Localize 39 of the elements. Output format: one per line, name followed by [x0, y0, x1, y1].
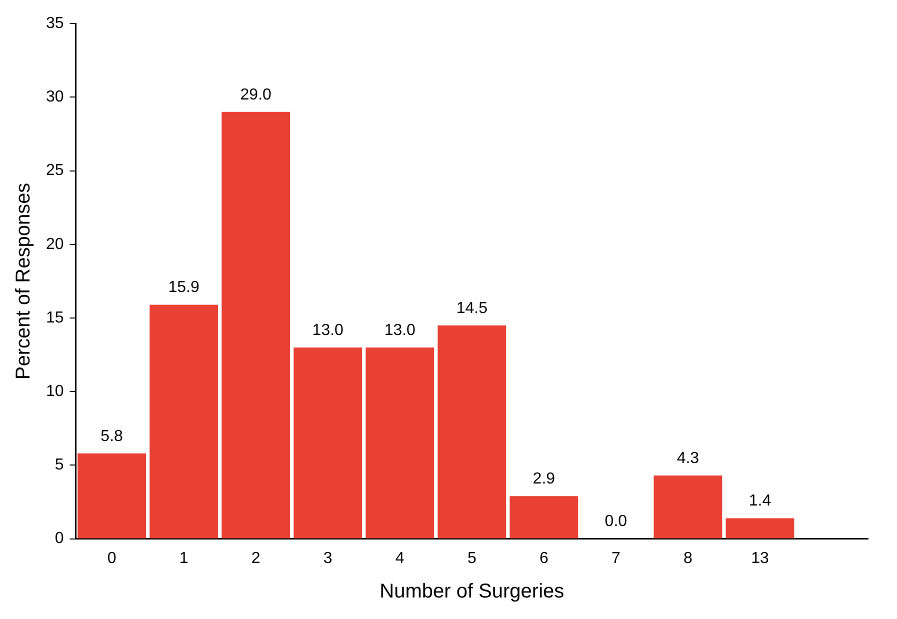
- y-axis-title: Percent of Responses: [12, 182, 35, 380]
- x-axis-title: Number of Surgeries: [380, 580, 564, 603]
- data-label: 13.0: [384, 322, 416, 339]
- bar: [654, 476, 722, 538]
- y-tick-label: 15: [46, 309, 64, 326]
- bar: [726, 518, 794, 538]
- data-label: 1.4: [748, 492, 772, 510]
- y-tick-label: 20: [46, 236, 64, 253]
- data-label: 13.0: [312, 322, 344, 339]
- bar: [78, 453, 146, 538]
- bar: [150, 304, 218, 538]
- data-label: 14.5: [456, 300, 488, 317]
- x-tick-label: 8: [684, 550, 692, 567]
- y-tick-label: 35: [46, 15, 64, 32]
- data-label: 5.8: [100, 428, 124, 445]
- data-label: 4.3: [676, 450, 700, 467]
- x-tick-label: 7: [611, 550, 620, 567]
- x-tick-label: 2: [251, 550, 260, 567]
- bar: [438, 325, 506, 538]
- x-tick-label: 5: [467, 550, 476, 567]
- y-tick-label: 0: [54, 530, 64, 548]
- data-label: 29.0: [240, 86, 272, 104]
- data-label: 2.9: [532, 470, 556, 488]
- x-tick-label: 1: [179, 550, 188, 567]
- data-label: 15.9: [168, 279, 200, 296]
- x-tick-label: 3: [323, 550, 332, 567]
- y-tick-label: 5: [54, 456, 64, 474]
- y-tick-label: 30: [46, 88, 64, 106]
- data-label: 0.0: [604, 513, 628, 530]
- x-tick-label: 6: [539, 550, 548, 567]
- y-tick-label: 25: [46, 162, 64, 180]
- bar: [366, 347, 434, 538]
- x-tick-label: 4: [395, 550, 404, 567]
- x-tick-label: 13: [751, 550, 769, 567]
- bar: [294, 347, 362, 538]
- x-tick-label: 0: [107, 550, 116, 567]
- y-tick-label: 10: [46, 383, 64, 400]
- bar: [510, 496, 578, 538]
- bar: [222, 112, 290, 538]
